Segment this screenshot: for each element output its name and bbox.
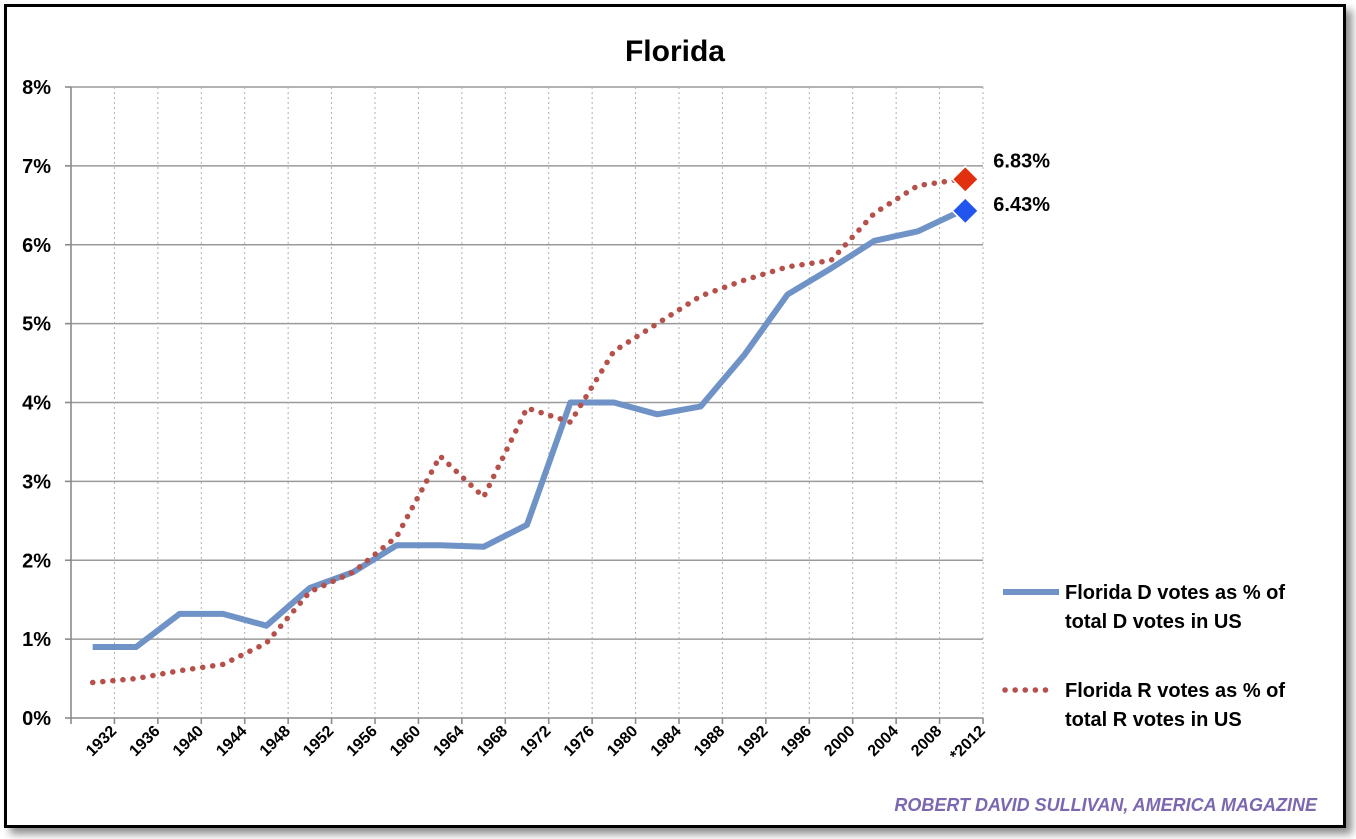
end-markers: 6.83% 6.43% — [951, 150, 1050, 225]
x-tick-label: 1932 — [83, 723, 120, 760]
legend-entry-0: Florida D votes as % of total D votes in … — [1003, 582, 1285, 633]
x-tick-label: 2008 — [908, 723, 945, 760]
axes — [65, 86, 984, 724]
series — [89, 176, 965, 686]
y-tick-label: 8% — [22, 77, 51, 99]
r-end-marker — [951, 165, 980, 194]
y-ticks: 0% 1% 2% 3% 4% 5% 6% 7% 8% — [22, 77, 51, 730]
x-tick-label: 1960 — [387, 723, 424, 760]
x-tick-label: 1956 — [344, 723, 381, 760]
x-tick-label: 1964 — [430, 723, 467, 760]
x-tick-label: 1968 — [474, 723, 511, 760]
marker-label: 6.83% — [993, 150, 1050, 172]
x-ticks: 1932 1936 1940 1944 1948 1952 1956 1960 1964 1968… — [83, 723, 989, 765]
y-tick-label: 0% — [22, 708, 51, 730]
legend-label: total R votes in US — [1065, 709, 1242, 731]
y-tick-label: 2% — [22, 550, 51, 572]
credit-text: ROBERT DAVID SULLIVAN, AMERICA MAGAZINE — [894, 795, 1318, 815]
y-tick-label: 5% — [22, 314, 51, 336]
legend-label: total D votes in US — [1065, 611, 1242, 633]
marker-label: 6.43% — [993, 194, 1050, 216]
x-tick-label: 1992 — [734, 723, 771, 760]
x-tick-label: 1996 — [778, 723, 815, 760]
x-tick-label: 1988 — [691, 723, 728, 760]
x-tick-label: 1976 — [561, 723, 598, 760]
x-tick-label: 1948 — [257, 723, 294, 760]
legend-label: Florida D votes as % of — [1065, 582, 1285, 604]
r-votes-line — [89, 176, 965, 686]
x-tick-label: 1936 — [126, 723, 163, 760]
legend: Florida D votes as % of total D votes in … — [1002, 582, 1285, 731]
x-tick-label: 1972 — [517, 723, 554, 760]
chart-title: Florida — [625, 35, 725, 68]
legend-label: Florida R votes as % of — [1065, 680, 1285, 702]
x-tick-label: 2000 — [821, 723, 858, 760]
y-tick-label: 1% — [22, 629, 51, 651]
x-tick-label: 1944 — [213, 723, 250, 760]
series-0 — [92, 208, 963, 650]
series-1 — [89, 176, 965, 686]
y-tick-label: 7% — [22, 156, 51, 178]
x-tick-label: 1984 — [648, 723, 685, 760]
x-tick-label: *2012 — [947, 723, 989, 765]
x-tick-label: 1980 — [604, 723, 641, 760]
y-tick-label: 4% — [22, 393, 51, 415]
chart-frame: Florida 0% 1% 2% 3% 4% 5% 6% 7% 8% 1932 1936 1940 1… — [4, 4, 1346, 828]
florida-chart: Florida 0%1%2%3%4%5%6%7%8% 1932 1936 1940 1… — [22, 35, 1318, 815]
legend-entry-1: Florida R votes as % of total R votes in … — [1002, 680, 1285, 731]
grid — [71, 86, 984, 718]
x-tick-label: 2004 — [865, 723, 902, 760]
d-votes-line — [92, 208, 963, 650]
x-tick-label: 1940 — [170, 723, 207, 760]
x-tick-label: 1952 — [300, 723, 337, 760]
y-tick-label: 3% — [22, 471, 51, 493]
d-end-marker — [951, 196, 980, 225]
y-tick-label: 6% — [22, 235, 51, 257]
